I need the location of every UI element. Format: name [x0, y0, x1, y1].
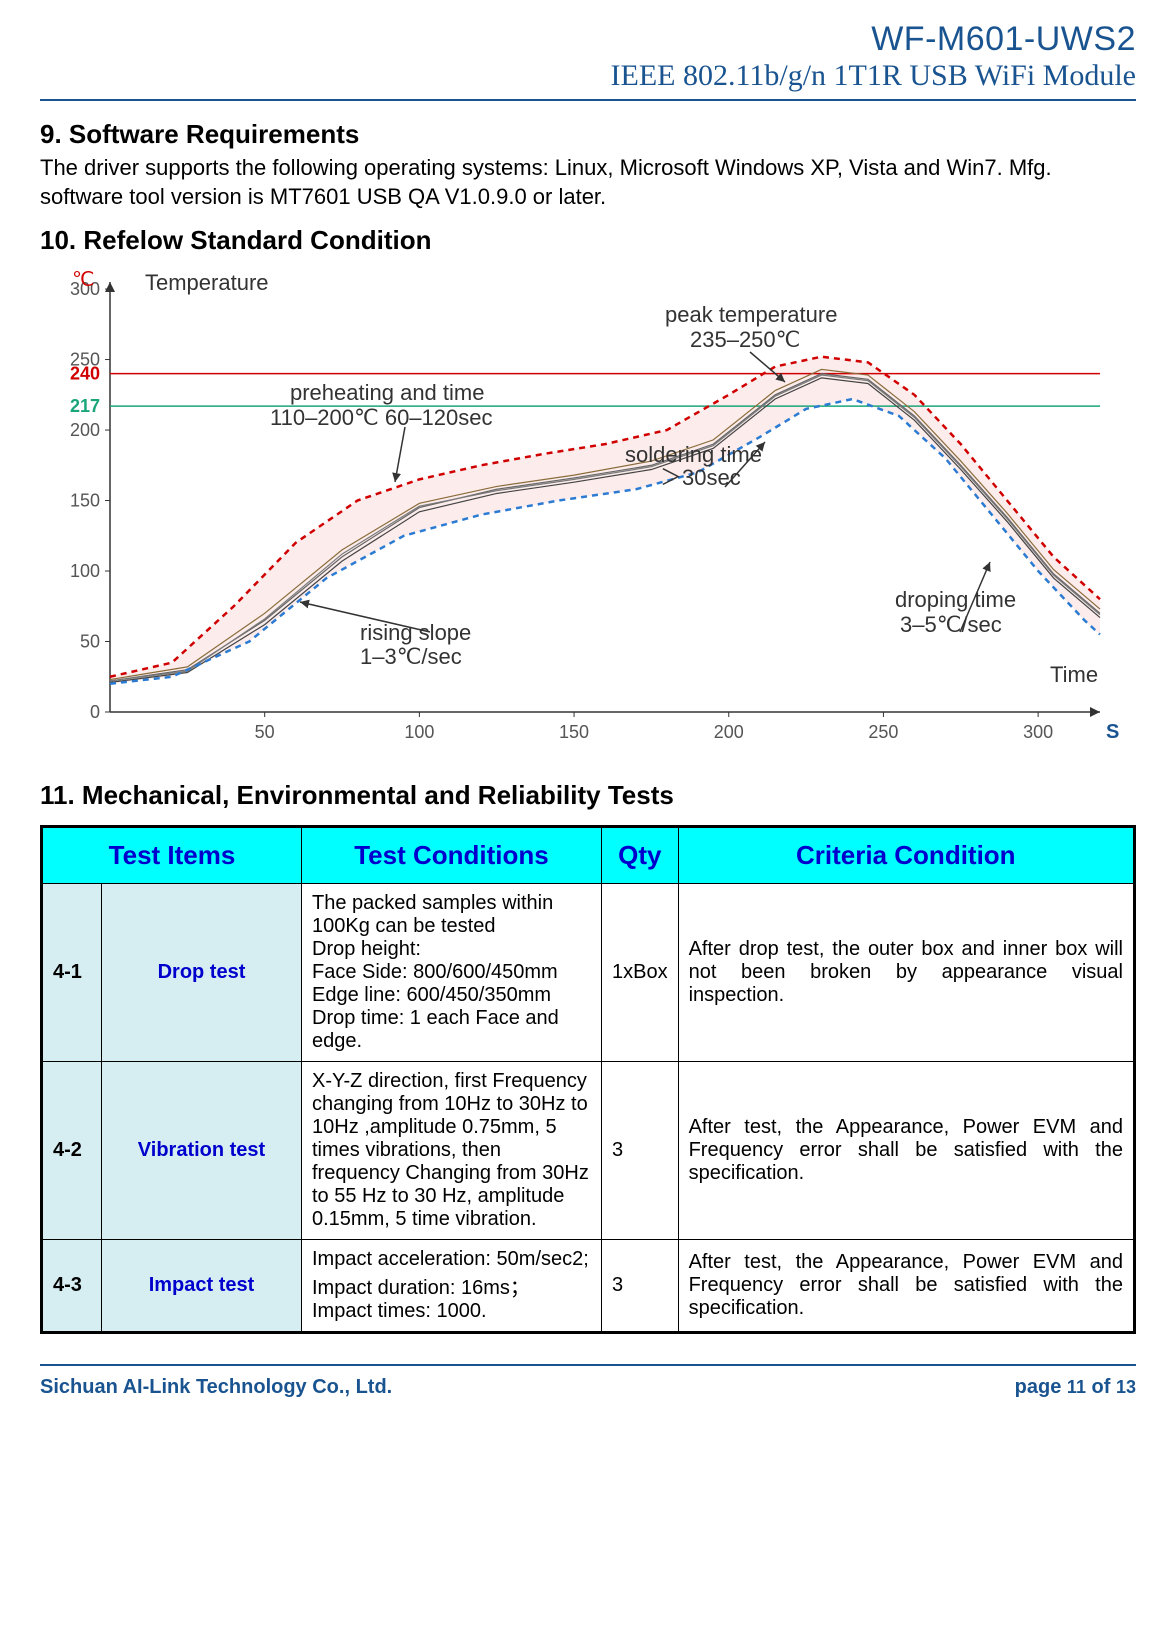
- table-row: 4-3Impact testImpact acceleration: 50m/s…: [42, 1240, 1135, 1333]
- test-id: 4-3: [42, 1240, 102, 1333]
- svg-text:100: 100: [70, 561, 100, 581]
- svg-text:50: 50: [80, 632, 100, 652]
- svg-text:℃: ℃: [72, 269, 94, 291]
- model-number: WF-M601-UWS2: [40, 20, 1136, 59]
- test-qty: 3: [602, 1062, 679, 1240]
- page-footer: Sichuan AI-Link Technology Co., Ltd. pag…: [40, 1364, 1136, 1399]
- reflow-chart: 050100150200250300217240℃501001502002503…: [40, 262, 1140, 762]
- svg-text:100: 100: [404, 722, 434, 742]
- test-criteria: After drop test, the outer box and inner…: [678, 884, 1134, 1062]
- svg-text:235–250℃: 235–250℃: [690, 327, 800, 352]
- svg-text:preheating and time: preheating and time: [290, 380, 484, 405]
- svg-text:240: 240: [70, 364, 100, 384]
- svg-text:soldering time: soldering time: [625, 442, 762, 467]
- svg-text:200: 200: [714, 722, 744, 742]
- svg-text:peak temperature: peak temperature: [665, 302, 837, 327]
- page-header: WF-M601-UWS2 IEEE 802.11b/g/n 1T1R USB W…: [40, 20, 1136, 101]
- test-criteria: After test, the Appearance, Power EVM an…: [678, 1240, 1134, 1333]
- test-id: 4-1: [42, 884, 102, 1062]
- svg-text:Time: Time: [1050, 662, 1098, 687]
- test-qty: 3: [602, 1240, 679, 1333]
- col-criteria: Criteria Condition: [678, 827, 1134, 884]
- module-subtitle: IEEE 802.11b/g/n 1T1R USB WiFi Module: [40, 59, 1136, 93]
- svg-text:50: 50: [255, 722, 275, 742]
- section-9-body: The driver supports the following operat…: [40, 154, 1136, 211]
- svg-text:200: 200: [70, 420, 100, 440]
- svg-text:110–200℃ 60–120sec: 110–200℃ 60–120sec: [270, 405, 492, 430]
- table-row: 4-1Drop testThe packed samples within 10…: [42, 884, 1135, 1062]
- footer-page-of: of: [1092, 1376, 1111, 1398]
- test-conditions: Impact acceleration: 50m/sec2; Impact du…: [302, 1240, 602, 1333]
- footer-company: Sichuan AI-Link Technology Co., Ltd.: [40, 1376, 392, 1399]
- section-10-heading: 10. Refelow Standard Condition: [40, 225, 1136, 256]
- svg-text:1–3℃/sec: 1–3℃/sec: [360, 644, 462, 669]
- svg-text:＞30sec: ＞30sec: [660, 465, 741, 490]
- footer-page-num: 11: [1067, 1377, 1086, 1397]
- svg-text:Temperature: Temperature: [145, 270, 269, 295]
- svg-text:300: 300: [1023, 722, 1053, 742]
- page: WF-M601-UWS2 IEEE 802.11b/g/n 1T1R USB W…: [0, 0, 1176, 1419]
- svg-text:0: 0: [90, 702, 100, 722]
- test-conditions: The packed samples within 100Kg can be t…: [302, 884, 602, 1062]
- svg-text:150: 150: [70, 491, 100, 511]
- col-test-items: Test Items: [42, 827, 302, 884]
- test-qty: 1xBox: [602, 884, 679, 1062]
- test-criteria: After test, the Appearance, Power EVM an…: [678, 1062, 1134, 1240]
- section-11-heading: 11. Mechanical, Environmental and Reliab…: [40, 780, 1136, 811]
- svg-text:150: 150: [559, 722, 589, 742]
- svg-text:S: S: [1106, 721, 1119, 743]
- svg-text:rising slope: rising slope: [360, 620, 471, 645]
- svg-text:droping time: droping time: [895, 587, 1016, 612]
- test-id: 4-2: [42, 1062, 102, 1240]
- footer-page-total: 13: [1116, 1377, 1136, 1397]
- test-name: Impact test: [102, 1240, 302, 1333]
- footer-page-label: page: [1015, 1376, 1062, 1398]
- footer-page: page 11 of 13: [1015, 1376, 1136, 1399]
- tests-table: Test Items Test Conditions Qty Criteria …: [40, 825, 1136, 1334]
- tests-table-header-row: Test Items Test Conditions Qty Criteria …: [42, 827, 1135, 884]
- section-9-heading: 9. Software Requirements: [40, 119, 1136, 150]
- svg-text:217: 217: [70, 396, 100, 416]
- svg-text:250: 250: [868, 722, 898, 742]
- svg-text:3–5℃/sec: 3–5℃/sec: [900, 612, 1002, 637]
- test-name: Vibration test: [102, 1062, 302, 1240]
- test-conditions: X-Y-Z direction, first Frequency changin…: [302, 1062, 602, 1240]
- col-test-conditions: Test Conditions: [302, 827, 602, 884]
- reflow-chart-svg: 050100150200250300217240℃501001502002503…: [40, 262, 1140, 762]
- test-name: Drop test: [102, 884, 302, 1062]
- col-qty: Qty: [602, 827, 679, 884]
- table-row: 4-2Vibration testX-Y-Z direction, first …: [42, 1062, 1135, 1240]
